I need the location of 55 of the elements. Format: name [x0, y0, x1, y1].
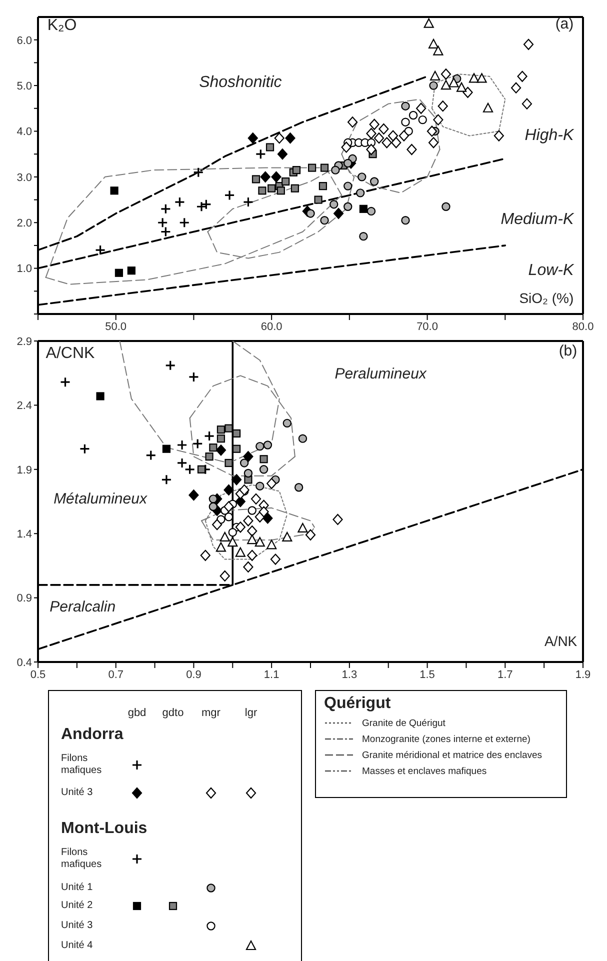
annotation: Low-K: [528, 262, 574, 280]
annotation: Peralumineux: [334, 366, 426, 383]
x-tick-label: 0.7: [108, 668, 124, 681]
text: Filons mafiques: [61, 753, 103, 777]
text: Quérigut: [324, 695, 392, 713]
x-axis-title: A/NK: [544, 633, 578, 650]
text: Mont-Louis: [61, 820, 148, 838]
x-axis-title: SiO₂ (%): [519, 290, 574, 306]
annotation: (a): [555, 15, 574, 32]
y-tick-label: 2.0: [16, 218, 32, 230]
y-tick-label: 5.0: [16, 80, 32, 92]
y-axis-title: K₂O: [47, 17, 77, 36]
x-tick-label: 60.0: [260, 320, 282, 333]
x-tick-label: 1.5: [420, 668, 435, 681]
text: lgr: [244, 707, 258, 719]
annotation: Métalumineux: [54, 490, 147, 508]
x-tick-label: 1.7: [497, 668, 513, 681]
annotation: High-K: [524, 126, 574, 145]
annotation: Shoshonitic: [199, 74, 282, 92]
x-tick-label: 50.0: [105, 320, 127, 333]
annotation: (b): [558, 342, 578, 360]
text: gbd: [128, 707, 146, 719]
x-tick-label: 0.9: [186, 668, 202, 681]
text: Andorra: [61, 726, 124, 744]
y-tick-label: 2.4: [16, 400, 32, 412]
x-tick-label: 70.0: [416, 320, 438, 333]
text: Filons mafiques: [61, 847, 103, 871]
text: Unité 3: [61, 787, 94, 799]
text: gdto: [162, 707, 184, 719]
text: Granite de Quérigut: [362, 718, 446, 728]
text: mgr: [202, 707, 220, 719]
annotation: Medium-K: [500, 211, 574, 230]
y-tick-label: 2.9: [16, 336, 32, 348]
text: Unité 3: [61, 920, 94, 932]
y-tick-label: 3.0: [16, 172, 32, 184]
x-tick-label: 1.1: [264, 668, 280, 681]
y-tick-label: 0.9: [16, 592, 32, 605]
y-tick-label: 4.0: [16, 126, 32, 138]
text: Unité 2: [61, 900, 94, 912]
x-tick-label: 1.3: [342, 668, 358, 681]
text: Unité 4: [61, 940, 94, 952]
y-tick-label: 0.4: [16, 656, 32, 669]
y-tick-label: 1.0: [16, 263, 32, 276]
text: Monzogranite (zones interne et externe): [362, 734, 530, 744]
y-tick-label: 6.0: [16, 34, 32, 47]
x-tick-label: 80.0: [572, 320, 594, 333]
text: Masses et enclaves mafiques: [362, 766, 487, 776]
x-tick-label: 0.5: [30, 668, 46, 681]
y-tick-label: 1.4: [16, 528, 32, 541]
annotation: Peralcalin: [50, 598, 116, 616]
y-axis-title: A/CNK: [46, 344, 95, 363]
text: Unité 1: [61, 882, 94, 894]
text: Granite méridional et matrice des enclaves: [362, 750, 542, 760]
y-tick-label: 1.9: [16, 464, 32, 476]
x-tick-label: 1.9: [575, 668, 591, 681]
